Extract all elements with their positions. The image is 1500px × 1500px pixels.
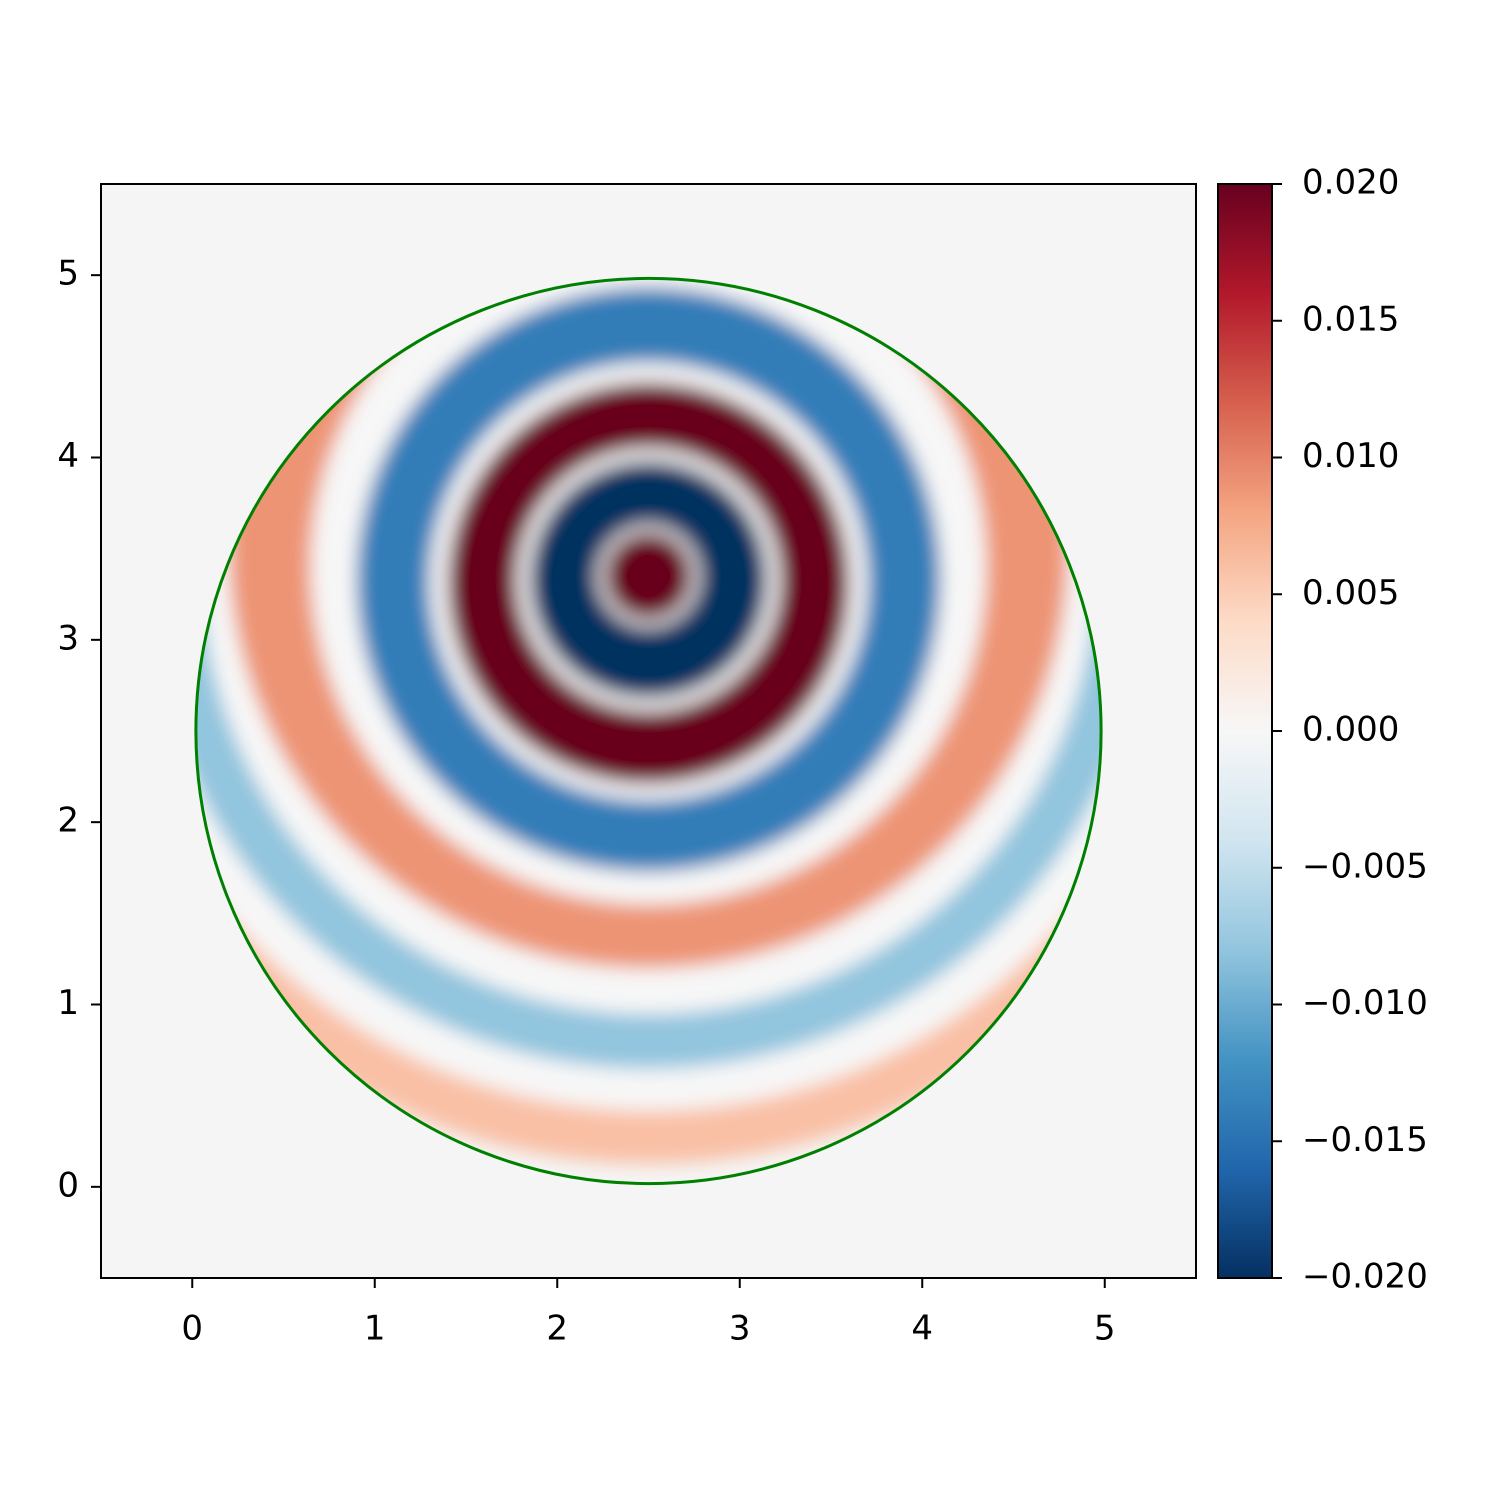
colorbar-tick-label: −0.010 bbox=[1302, 983, 1428, 1023]
x-tick-label: 0 bbox=[181, 1309, 203, 1349]
x-tick-label: 4 bbox=[911, 1309, 933, 1349]
y-tick-label: 2 bbox=[57, 801, 79, 841]
x-tick-label: 5 bbox=[1094, 1309, 1116, 1349]
colorbar-tick-label: 0.000 bbox=[1302, 710, 1399, 750]
boundary-circle bbox=[194, 276, 1103, 1186]
colorbar-tick-label: 0.010 bbox=[1302, 436, 1399, 476]
field-band bbox=[604, 532, 693, 620]
colorbar-tick-label: −0.020 bbox=[1302, 1257, 1428, 1297]
colorbar bbox=[1217, 183, 1273, 1279]
y-tick-label: 0 bbox=[57, 1165, 79, 1205]
x-tick-label: 1 bbox=[364, 1309, 386, 1349]
colorbar-tick-label: −0.005 bbox=[1302, 846, 1428, 886]
x-tick-label: 2 bbox=[546, 1309, 568, 1349]
colorbar-tick-label: 0.015 bbox=[1302, 299, 1399, 339]
y-tick-label: 5 bbox=[57, 254, 79, 294]
colorbar-tick-label: −0.015 bbox=[1302, 1120, 1428, 1160]
y-tick-label: 1 bbox=[57, 983, 79, 1023]
colorbar-tick-label: 0.020 bbox=[1302, 163, 1399, 203]
y-tick-label: 4 bbox=[57, 436, 79, 476]
y-tick-label: 3 bbox=[57, 618, 79, 658]
x-tick-label: 3 bbox=[729, 1309, 751, 1349]
colorbar-tick-label: 0.005 bbox=[1302, 573, 1399, 613]
plot-frame bbox=[100, 183, 1197, 1279]
